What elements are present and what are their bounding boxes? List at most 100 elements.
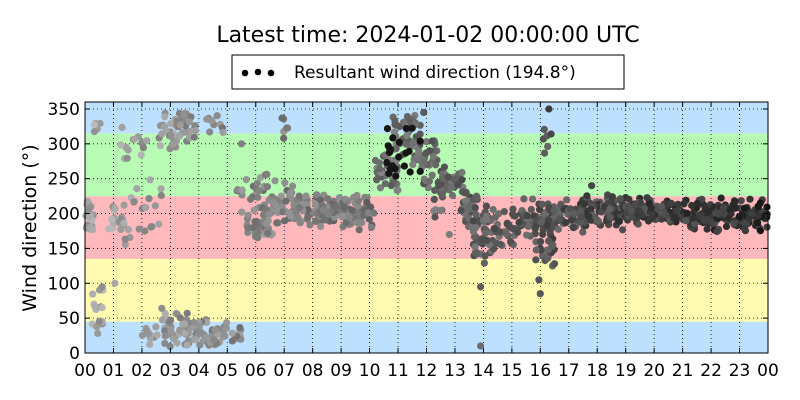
data-point xyxy=(253,179,261,187)
data-point xyxy=(422,138,431,146)
data-point xyxy=(89,226,97,234)
data-point xyxy=(306,221,314,229)
data-point xyxy=(237,140,246,148)
data-point xyxy=(693,199,701,207)
data-point xyxy=(324,195,332,203)
data-point xyxy=(435,182,443,190)
data-point xyxy=(432,161,440,169)
data-points xyxy=(82,105,771,350)
data-point xyxy=(660,208,668,216)
data-point xyxy=(95,318,103,326)
data-point xyxy=(222,324,231,332)
data-point xyxy=(255,187,263,195)
data-point xyxy=(155,220,163,228)
data-point xyxy=(746,195,754,203)
data-point xyxy=(278,208,286,216)
data-point xyxy=(680,200,688,208)
data-point xyxy=(355,226,363,234)
data-point xyxy=(689,214,697,222)
data-point xyxy=(247,195,255,203)
data-point xyxy=(121,240,129,249)
x-tick-label: 04 xyxy=(188,361,210,381)
data-point xyxy=(160,123,168,131)
data-point xyxy=(383,158,391,167)
data-point xyxy=(606,205,614,213)
data-point xyxy=(120,201,128,209)
x-tick-label: 21 xyxy=(672,361,694,381)
data-point xyxy=(199,337,207,345)
data-point xyxy=(461,189,469,197)
data-point xyxy=(532,256,540,264)
data-point xyxy=(537,218,545,226)
data-point xyxy=(480,259,488,267)
data-point xyxy=(118,123,126,131)
data-point xyxy=(321,216,329,224)
data-point xyxy=(395,153,403,161)
data-point xyxy=(696,212,704,221)
data-point xyxy=(674,200,682,208)
data-point xyxy=(566,205,574,213)
data-point xyxy=(464,206,472,214)
data-point xyxy=(294,213,302,221)
data-point xyxy=(648,214,657,222)
data-point xyxy=(471,204,479,212)
data-point xyxy=(158,304,166,312)
data-point xyxy=(509,210,517,218)
data-point xyxy=(332,203,340,211)
data-point xyxy=(384,142,392,150)
data-point xyxy=(529,195,537,203)
data-point xyxy=(483,215,491,223)
data-point xyxy=(406,168,414,176)
data-point xyxy=(420,108,428,117)
data-point xyxy=(472,211,480,219)
data-point xyxy=(469,227,477,236)
data-point xyxy=(161,113,169,121)
data-point xyxy=(438,190,446,198)
data-point xyxy=(273,219,281,227)
data-point xyxy=(146,340,154,348)
data-point xyxy=(269,198,277,206)
data-point xyxy=(175,132,184,140)
data-point xyxy=(555,216,564,224)
data-point xyxy=(151,202,159,210)
data-point xyxy=(562,219,570,227)
data-point xyxy=(477,283,485,291)
data-point xyxy=(348,206,356,215)
data-point xyxy=(393,186,401,194)
x-tick-label: 01 xyxy=(103,361,125,381)
x-tick-label: 23 xyxy=(729,361,751,381)
data-point xyxy=(392,172,400,180)
data-point xyxy=(376,165,384,173)
data-point xyxy=(337,212,345,220)
data-point xyxy=(341,195,349,203)
data-point xyxy=(735,213,743,221)
data-point xyxy=(123,154,131,162)
x-tick-label: 07 xyxy=(273,361,295,381)
data-point xyxy=(754,219,762,227)
data-point xyxy=(228,337,236,345)
x-tick-label: 02 xyxy=(131,361,153,381)
data-point xyxy=(482,229,490,237)
data-point xyxy=(265,210,273,218)
data-point xyxy=(547,130,555,138)
data-point xyxy=(117,141,125,149)
data-point xyxy=(473,250,481,258)
data-point xyxy=(254,193,262,201)
data-point xyxy=(105,225,113,233)
data-point xyxy=(594,217,602,225)
data-point xyxy=(111,279,119,287)
x-tick-label: 05 xyxy=(216,361,238,381)
data-point xyxy=(364,209,372,217)
data-point xyxy=(458,168,466,176)
data-point xyxy=(370,209,378,217)
data-point xyxy=(271,177,279,185)
data-point xyxy=(91,302,99,311)
data-point xyxy=(250,206,258,214)
data-point xyxy=(142,204,150,212)
data-point xyxy=(438,174,447,182)
data-point xyxy=(450,175,458,183)
data-point xyxy=(541,149,549,157)
data-point xyxy=(631,201,639,209)
data-point xyxy=(263,170,271,178)
